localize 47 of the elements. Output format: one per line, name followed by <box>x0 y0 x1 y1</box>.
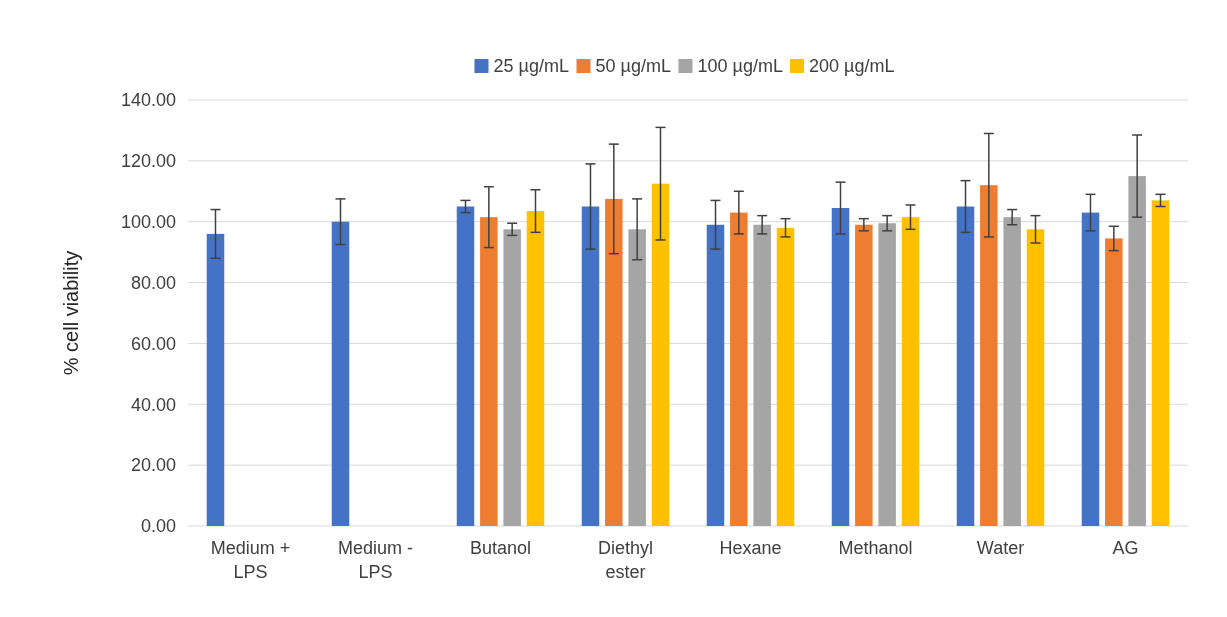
bar <box>581 206 600 526</box>
bar <box>1003 217 1021 526</box>
legend-label: 200 µg/mL <box>809 56 895 77</box>
legend-label: 25 µg/mL <box>493 56 569 77</box>
bar <box>1026 229 1045 526</box>
bar <box>980 185 998 526</box>
y-tick-label: 120.00 <box>120 151 176 172</box>
bar <box>1105 238 1123 526</box>
x-tick-label: Medium - LPS <box>337 538 414 582</box>
bar <box>1151 200 1170 526</box>
y-tick-label: 100.00 <box>120 212 176 233</box>
legend-label: 100 µg/mL <box>697 56 783 77</box>
y-tick-label: 80.00 <box>130 272 176 293</box>
bar <box>206 233 225 526</box>
y-tick-label: 60.00 <box>130 333 176 354</box>
x-tick-label: Butanol <box>469 538 532 558</box>
y-tick-label: 0.00 <box>140 516 176 537</box>
bar <box>776 227 795 526</box>
bar <box>605 198 623 526</box>
bar <box>456 206 475 526</box>
bar <box>706 224 725 526</box>
bar <box>503 229 521 526</box>
bar <box>901 217 920 526</box>
x-tick-label: Methanol <box>838 538 913 558</box>
bar <box>526 211 545 526</box>
x-tick-label: AG <box>1112 538 1139 558</box>
bar <box>753 224 771 526</box>
x-tick-label: Hexane <box>719 538 782 558</box>
bar <box>628 229 646 526</box>
y-tick-label: 140.00 <box>120 90 176 111</box>
bar <box>831 208 850 526</box>
bar <box>480 217 498 526</box>
bar <box>331 221 350 526</box>
x-tick-label: Medium + LPS <box>210 538 291 582</box>
legend-label: 50 µg/mL <box>595 56 671 77</box>
bar <box>651 183 670 526</box>
bar <box>1081 212 1100 526</box>
bar <box>1128 176 1146 526</box>
x-tick-label: Water <box>976 538 1025 558</box>
y-tick-label: 20.00 <box>130 455 176 476</box>
y-tick-label: 40.00 <box>130 394 176 415</box>
bar <box>730 212 748 526</box>
bar <box>855 224 873 526</box>
x-tick-label: Diethyl ester <box>597 538 654 582</box>
y-axis-title: % cell viability <box>60 250 82 376</box>
bar <box>956 206 975 526</box>
bar <box>878 223 896 526</box>
